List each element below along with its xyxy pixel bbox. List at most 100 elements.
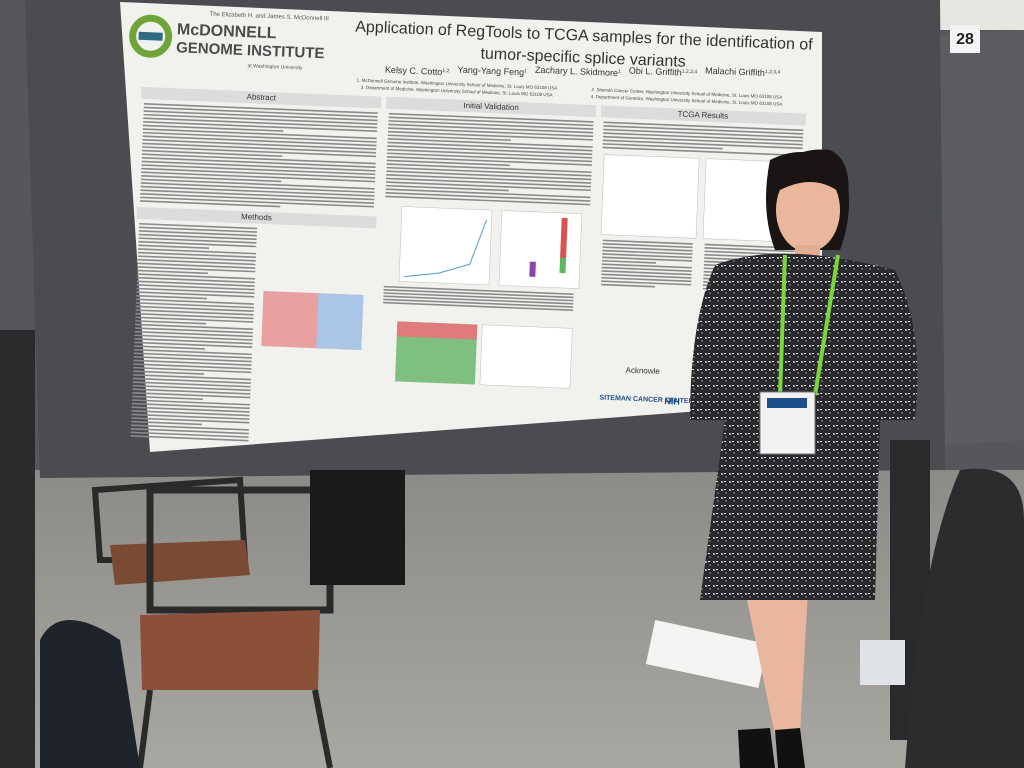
- text-line: [133, 352, 252, 359]
- shape: [110, 540, 250, 585]
- text-line: [136, 276, 255, 284]
- text-line: [141, 156, 376, 168]
- text-line: [140, 196, 375, 208]
- figure: [398, 206, 493, 286]
- text-line: [141, 164, 376, 176]
- text-line: [386, 156, 592, 166]
- text-line: [387, 138, 593, 148]
- text-line: [138, 230, 257, 237]
- text-line: [388, 116, 594, 127]
- sponsor: NIH: [664, 396, 680, 407]
- author-name: Malachi Griffith: [705, 66, 765, 78]
- text-line: [135, 316, 254, 323]
- text-line: [137, 273, 256, 280]
- text-line: [134, 341, 253, 348]
- shape: [745, 590, 808, 735]
- text-line: [602, 249, 693, 255]
- text-line: [143, 124, 284, 132]
- text-line: [130, 431, 249, 438]
- text-line: [133, 356, 252, 363]
- figure-bar: [529, 261, 536, 277]
- shape: [312, 689, 333, 768]
- text-line: [132, 395, 203, 401]
- shape: [137, 689, 153, 768]
- text-line: [130, 427, 249, 435]
- text-line: [135, 323, 254, 330]
- text-line: [386, 170, 592, 181]
- logo: The Elizabeth H. and James S. McDonnell …: [129, 12, 329, 71]
- text-line: [140, 182, 375, 194]
- text-line: [137, 269, 209, 275]
- text-line: [137, 255, 256, 262]
- text-line: [385, 181, 591, 192]
- author-affiliation-mark: 1,2,3,4: [765, 69, 781, 76]
- text-line: [388, 127, 594, 138]
- paper-on-floor: [645, 620, 768, 688]
- presenter: [690, 149, 918, 768]
- text-line: [133, 370, 204, 375]
- text-line: [143, 121, 378, 133]
- body-text: [130, 103, 804, 442]
- text-line: [131, 402, 250, 410]
- text-line: [137, 258, 256, 266]
- shape: [40, 620, 140, 768]
- text-line: [134, 334, 253, 341]
- person-right-edge: [905, 468, 1024, 768]
- text-line: [602, 239, 693, 245]
- text-line: [140, 192, 375, 204]
- poster-authors: Kelsy C. Cotto1,2 Yang-Yang Feng1 Zachary …: [385, 53, 781, 91]
- text-line: [385, 195, 591, 206]
- text-line: [138, 226, 257, 233]
- text-line: [383, 295, 574, 305]
- text-line: [137, 266, 256, 273]
- text-line: [138, 233, 257, 241]
- text-line: [602, 246, 693, 252]
- text-line: [136, 284, 255, 291]
- text-line: [138, 240, 257, 248]
- text-line: [140, 185, 375, 197]
- section-header: Abstract: [246, 92, 276, 102]
- text-line: [387, 148, 593, 159]
- logo-name: GENOME INSTITUTE: [176, 39, 325, 62]
- text-line: [139, 200, 281, 208]
- figure: [316, 293, 364, 350]
- figure-line: [404, 219, 488, 278]
- text-line: [137, 262, 256, 269]
- board-leg: [0, 330, 35, 768]
- author-name: Obi L. Griffith: [629, 65, 682, 77]
- text-line: [603, 132, 803, 142]
- text-line: [386, 177, 592, 188]
- text-line: [132, 392, 251, 399]
- text-line: [386, 174, 592, 184]
- text-line: [387, 141, 593, 152]
- text-line: [142, 142, 377, 154]
- text-line: [385, 192, 591, 202]
- text-line: [132, 381, 251, 388]
- text-line: [130, 435, 249, 442]
- text-line: [136, 280, 255, 287]
- sponsor: SITEMAN CANCER CENTER: [599, 395, 693, 406]
- figure-bar: [560, 217, 568, 259]
- text-line: [135, 320, 206, 325]
- text-line: [134, 345, 205, 350]
- text-line: [601, 280, 692, 286]
- author-name: Yang-Yang Feng: [457, 65, 524, 78]
- text-line: [387, 130, 593, 141]
- side-board: [940, 30, 1024, 445]
- shape: [768, 149, 849, 200]
- text-line: [704, 247, 795, 253]
- text-line: [136, 287, 255, 295]
- text-line: [142, 146, 377, 158]
- text-line: [140, 178, 375, 190]
- shape: [138, 31, 163, 41]
- text-line: [383, 289, 574, 299]
- logo-line: The Elizabeth H. and James S. McDonnell …: [209, 12, 329, 23]
- text-line: [388, 112, 594, 123]
- logo-name: McDONNELL: [177, 21, 277, 42]
- section-header-bar: [600, 105, 807, 126]
- text-line: [137, 251, 256, 259]
- shape: [813, 254, 840, 396]
- text-line: [386, 159, 510, 167]
- text-line: [603, 121, 804, 132]
